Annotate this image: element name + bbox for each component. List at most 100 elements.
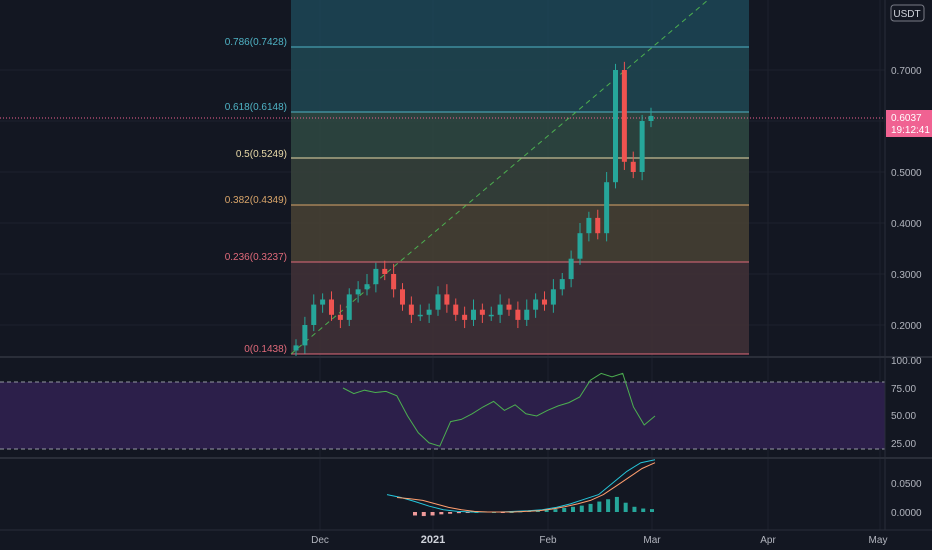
candle-body[interactable] [488,314,494,317]
candle-body[interactable] [506,304,512,310]
macd-histogram-bar [632,506,637,512]
candle-body[interactable] [577,233,583,259]
candle-body[interactable] [604,182,610,234]
time-tick-may: May [869,535,888,546]
rsi-tick: 25.00 [891,439,916,450]
macd-histogram-bar [430,512,435,516]
candle-body[interactable] [497,304,503,315]
candle-body[interactable] [364,284,370,290]
candle-body[interactable] [355,289,361,295]
candle-body[interactable] [426,309,432,315]
fib-zone-05-0382 [291,158,749,205]
macd-histogram-bar [553,509,558,512]
candle-body[interactable] [311,304,317,325]
candle-body[interactable] [515,309,521,320]
candle-body[interactable] [400,289,405,305]
macd-histogram-bar [597,501,602,512]
candle-body[interactable] [391,274,397,290]
fib-zone-0236-0 [291,262,749,354]
candle-body[interactable] [595,217,601,234]
signal-line[interactable] [396,462,656,513]
candle-body[interactable] [639,121,645,172]
fib-label-0: 0(0.1438) [244,344,287,355]
candle-body[interactable] [408,304,414,315]
fib-label-05: 0.5(0.5249) [236,149,287,160]
time-tick-2021: 2021 [421,534,445,546]
currency-label: USDT [893,9,920,20]
fib-trend-line[interactable] [290,0,709,355]
time-tick-dec: Dec [311,535,329,546]
candle-body[interactable] [453,304,459,315]
currency-badge-box [890,4,925,22]
rsi-line[interactable] [342,372,656,447]
candle-body[interactable] [542,299,547,305]
candle-body[interactable] [621,70,627,162]
candle-body[interactable] [533,299,539,310]
candle-body[interactable] [346,294,352,320]
candle-body[interactable] [320,299,326,305]
macd-histogram-bar [448,512,453,514]
candle-body[interactable] [417,314,423,317]
price-tick: 0.7000 [891,66,922,77]
macd-histogram [413,496,654,517]
macd-histogram-bar [606,499,611,512]
macd-histogram-bar [571,506,575,512]
rsi-tick: 50.00 [891,411,916,422]
candle-body[interactable] [373,268,379,285]
macd-histogram-bar [614,496,619,512]
macd-histogram-bar [641,508,646,512]
time-scale[interactable]: Dec 2021 Feb Mar Apr May [0,529,932,546]
fib-label-0618: 0.618(0.6148) [225,102,287,113]
fibonacci-retracement[interactable]: 0.786(0.7428) 0.618(0.6148) 0.5(0.5249) … [225,0,749,355]
macd-histogram-bar [413,512,417,516]
candle-body[interactable] [329,299,334,315]
macd-tick: 0.0500 [891,479,922,490]
price-tick: 0.5000 [891,168,922,179]
macd-histogram-bar [579,505,584,512]
price-tick: 0.3000 [891,270,922,281]
candle-body[interactable] [471,309,476,320]
candle-body[interactable] [524,309,530,320]
candle-body[interactable] [293,345,299,351]
macd-histogram-bar [456,512,461,514]
rsi-pane[interactable] [0,372,885,450]
price-tick: 0.2000 [891,321,922,332]
fib-zone-0618-05 [291,112,749,158]
macd-histogram-bar [465,512,470,513]
candle-body[interactable] [648,115,654,121]
fib-zone-0382-0236 [291,205,749,262]
fib-label-0786: 0.786(0.7428) [225,37,287,48]
macd-histogram-bar [562,507,567,512]
candle-body[interactable] [382,268,388,274]
candle-body[interactable] [479,309,485,315]
candle-body[interactable] [559,279,565,290]
candle-body[interactable] [613,70,618,183]
time-tick-feb: Feb [539,535,557,546]
price-tick: 0.4000 [891,219,922,230]
fib-zone-0786-0618 [291,47,749,112]
candle-body[interactable] [444,294,450,305]
price-scale[interactable]: USDT 0.7000 0.5000 0.4000 0.3000 0.2000 … [884,0,932,530]
macd-histogram-bar [623,502,628,512]
candlestick-series[interactable] [293,61,654,357]
candle-body[interactable] [462,314,468,320]
fib-label-0236: 0.236(0.3237) [225,252,287,263]
candle-body[interactable] [630,161,636,172]
candle-body[interactable] [586,217,592,234]
time-tick-apr: Apr [760,535,776,546]
candle-body[interactable] [302,325,308,346]
candle-body[interactable] [550,289,556,305]
candle-body[interactable] [337,314,343,320]
candle-body[interactable] [435,294,441,310]
candle-countdown: 19:12:41 [891,125,930,136]
macd-tick: 0.0000 [891,508,922,519]
fib-zone-top [291,0,749,47]
macd-histogram-bar [588,503,593,512]
macd-histogram-bar [421,512,426,517]
macd-line[interactable] [386,459,656,513]
time-tick-mar: Mar [643,535,661,546]
macd-pane[interactable] [386,459,656,517]
rsi-band-fill [0,382,885,449]
candle-body[interactable] [568,258,574,280]
